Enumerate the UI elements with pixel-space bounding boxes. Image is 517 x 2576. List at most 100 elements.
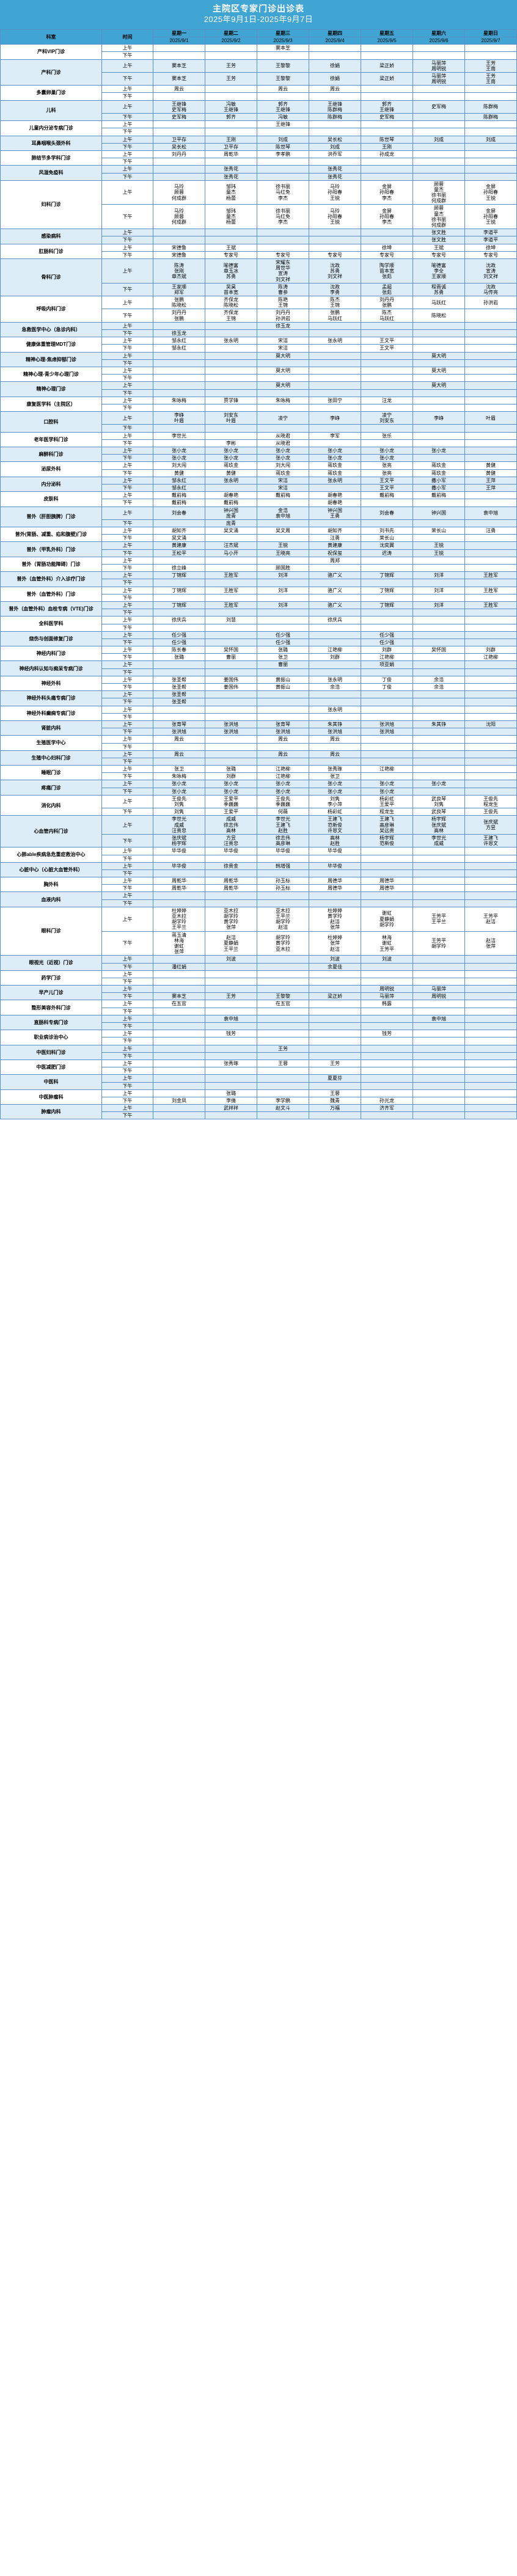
slot-cell xyxy=(464,728,517,736)
slot-cell: 宋洁 xyxy=(257,476,309,485)
slot-cell xyxy=(361,690,413,699)
slot-cell: 撒小军 xyxy=(413,483,465,492)
slot-cell xyxy=(361,499,413,507)
slot-cell xyxy=(464,499,517,507)
doctor-name: 张小龙 xyxy=(328,781,342,787)
slot-cell xyxy=(361,742,413,751)
slot-cell: 王斌 xyxy=(205,243,257,252)
table-row: 下午 蒋玉清 林海 谢虹 张萍 赵洁 夏静娟 王平兰 胡学玲 黄学玲 亚木拉 杜婷婷 张萍 赵洁 林海 谢虹王… xyxy=(1,931,517,956)
doctor-name: 李学鹏 xyxy=(276,1097,290,1103)
slot-cell: 黄振山 xyxy=(257,675,309,684)
doctor-name: 沈政 xyxy=(486,262,496,268)
slot-cell xyxy=(361,556,413,565)
slot-cell xyxy=(309,690,361,699)
slot-cell xyxy=(153,1059,205,1068)
slot-cell xyxy=(257,705,309,714)
slot-cell: 庞青 xyxy=(205,519,257,528)
slot-cell xyxy=(361,329,413,338)
slot-cell: 梁正娇 xyxy=(361,71,413,86)
doctor-name: 高林 xyxy=(434,827,444,833)
time-label-pm: 下午 xyxy=(101,92,153,101)
slot-cell xyxy=(413,165,465,174)
slot-cell: 张小龙 xyxy=(257,780,309,788)
slot-cell xyxy=(153,403,205,412)
doctor-name: 王继锋 xyxy=(276,122,290,128)
slot-cell: 任少强 xyxy=(257,631,309,639)
doctor-name: 胡学玲 xyxy=(380,921,394,928)
doctor-name: 黄健 xyxy=(174,470,184,476)
slot-cell: 周乾华 xyxy=(153,877,205,885)
time-label-pm: 下午 xyxy=(101,519,153,528)
slot-cell xyxy=(205,1022,257,1031)
slot-cell: 周德华 xyxy=(309,884,361,893)
time-label-pm: 下午 xyxy=(101,374,153,382)
slot-cell xyxy=(413,321,465,331)
slot-cell: 邹永红 xyxy=(153,337,205,345)
doctor-name: 江艳柳 xyxy=(276,774,290,780)
doctor-name: 史军梅 xyxy=(172,114,186,120)
time-label-pm: 下午 xyxy=(101,653,153,662)
doctor-name: 刘会春 xyxy=(172,510,186,516)
department-name: 风湿免疫科 xyxy=(0,165,102,181)
table-row: 整形美容外科门诊 上午 在五官 在五官 韩露 xyxy=(0,1000,517,1015)
doctor-name: 张小龙 xyxy=(380,781,394,787)
slot-cell xyxy=(257,899,309,907)
doctor-name: 从晓君 xyxy=(276,440,290,446)
doctor-name: 姜国伟 xyxy=(224,684,238,690)
doctor-name: 梁正娇 xyxy=(380,76,394,82)
slot-cell: 张亮 xyxy=(361,461,413,470)
doctor-name: 林海 xyxy=(382,935,392,941)
slot-cell xyxy=(464,1022,517,1031)
slot-cell: 马玲 孙阳春 王锐 xyxy=(309,180,361,205)
slot-cell xyxy=(361,891,413,900)
slot-cell: 骆广义 xyxy=(309,601,361,610)
doctor-name: 张小龙 xyxy=(172,781,186,787)
slot-cell: 周云 xyxy=(309,750,361,758)
doctor-name: 张小龙 xyxy=(380,788,394,794)
slot-cell: 潘红娟 xyxy=(153,962,205,971)
doctor-name: 喻德富 xyxy=(431,262,446,268)
slot-cell xyxy=(257,329,309,338)
slot-cell xyxy=(153,229,205,237)
doctor-name: 李世光 xyxy=(276,816,290,822)
doctor-name: 张璐 xyxy=(226,766,236,772)
slot-cell xyxy=(464,877,517,885)
slot-cell: 朱咏梅 xyxy=(257,396,309,404)
table-row: 皮肤科 上午 戴前梅 胡春艳 戴前梅 胡春艳 戴前梅 戴前梅 xyxy=(0,491,517,507)
table-row: 内分泌科 上午 邹永红 张永明 宋洁 张永明 王文平 撒小军 王萍 xyxy=(0,476,517,492)
time-label-am: 上午 xyxy=(101,1089,153,1097)
slot-cell: 王文平 xyxy=(361,476,413,485)
slot-cell xyxy=(361,519,413,528)
slot-cell xyxy=(464,1081,517,1090)
slot-cell xyxy=(464,142,517,151)
department-name: 心血管内科门诊 xyxy=(0,815,102,848)
time-label-pm: 下午 xyxy=(101,439,153,448)
time-label-am: 上午 xyxy=(101,955,153,964)
department-name: 普外(胃肠、减重、疝和腹壁)门诊 xyxy=(0,527,102,543)
doctor-name: 周乾华 xyxy=(172,878,186,884)
doctor-name: 祝保玺 xyxy=(328,550,342,556)
slot-cell xyxy=(309,970,361,978)
slot-cell xyxy=(309,1111,361,1120)
slot-cell xyxy=(205,321,257,331)
table-row: 普外（血管外科）门诊 上午 丁锦辉 王胜军 刘洋 骆广义 丁锦辉 刘洋 王胜军 xyxy=(0,586,517,602)
time-label-am: 上午 xyxy=(101,381,153,390)
slot-cell xyxy=(309,593,361,602)
slot-cell xyxy=(361,381,413,390)
slot-cell xyxy=(257,1037,309,1045)
doctor-name: 张小龙 xyxy=(172,448,186,453)
department-name: 老年医学科门诊 xyxy=(0,431,102,448)
table-row: 下午 xyxy=(1,899,517,907)
slot-cell: 陈世琴 xyxy=(257,142,309,151)
department-name: 肛肠科门诊 xyxy=(0,243,102,259)
doctor-name: 亚木拉 xyxy=(276,946,290,952)
time-label-pm: 下午 xyxy=(101,772,153,781)
slot-cell: 王芳平 赵洁 xyxy=(464,906,517,932)
doctor-name: 徐庆兵 xyxy=(172,617,186,623)
doctor-name: 王胜军 xyxy=(224,587,238,593)
slot-cell: 杜婷婷 张萍 赵洁 xyxy=(309,931,361,956)
doctor-name: 济齐军 xyxy=(380,1105,394,1111)
time-label-pm: 下午 xyxy=(101,757,153,766)
doctor-name: 万福 xyxy=(330,1105,340,1111)
doctor-name: 夏夏芬 xyxy=(328,1075,342,1081)
